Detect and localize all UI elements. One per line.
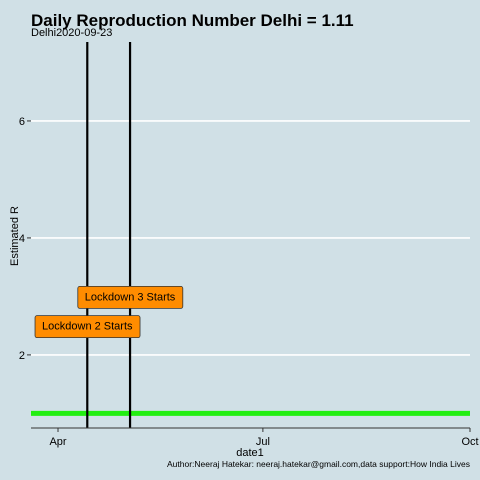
- annotation-box-1: [77, 286, 184, 309]
- chart-subtitle: Delhi2020-09-23: [31, 27, 112, 39]
- x-axis-label: date1: [236, 447, 264, 459]
- y-tick-label-2: 6: [19, 116, 25, 128]
- x-tick-label-1: Jul: [256, 436, 270, 448]
- y-axis-label: Estimated R: [9, 206, 21, 266]
- y-tick-label-0: 2: [19, 350, 25, 362]
- annotation-layer: Lockdown 2 Starts Lockdown 3 Starts: [34, 286, 184, 339]
- annotation-label-0: Lockdown 2 Starts: [42, 321, 133, 333]
- grid-layer: [31, 120, 470, 356]
- chart-caption: Author:Neeraj Hatekar: neeraj.hatekar@gm…: [167, 459, 470, 469]
- y-tick-label-1: 4: [19, 233, 25, 245]
- chart-title: Daily Reproduction Number Delhi = 1.11: [31, 11, 354, 30]
- x-tick-label-2: Oct: [461, 436, 478, 448]
- x-tick-layer: Apr Jul Oct: [49, 428, 479, 448]
- y-tick-layer: 2 4 6: [19, 116, 31, 362]
- vline-layer: [86, 42, 132, 428]
- annotation-label-1: Lockdown 3 Starts: [85, 291, 176, 303]
- annotation-box-0: [34, 315, 141, 339]
- x-tick-label-0: Apr: [49, 436, 66, 448]
